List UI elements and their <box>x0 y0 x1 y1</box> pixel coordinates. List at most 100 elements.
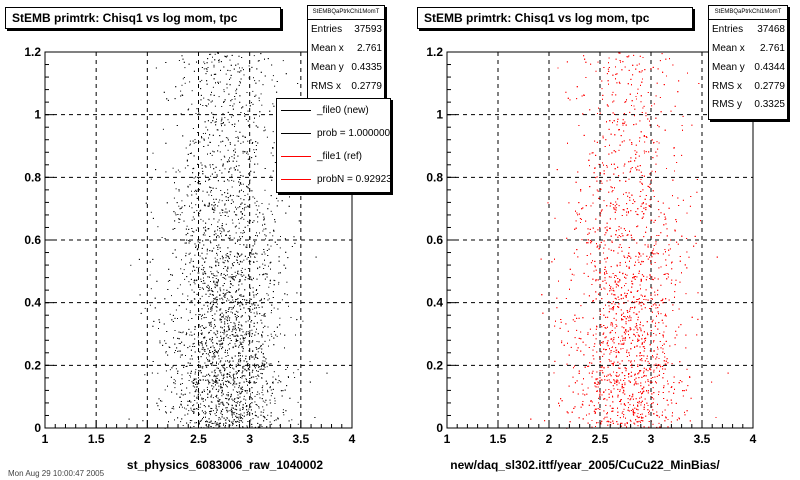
scatter-point <box>181 418 183 420</box>
scatter-point <box>207 286 208 288</box>
scatter-point <box>229 237 231 239</box>
scatter-point <box>233 376 234 378</box>
scatter-point <box>179 396 181 398</box>
scatter-point <box>261 392 263 393</box>
scatter-point <box>254 152 255 153</box>
scatter-point <box>190 376 191 378</box>
scatter-point <box>238 352 240 353</box>
scatter-point <box>260 368 262 370</box>
scatter-point <box>237 340 239 341</box>
scatter-point <box>189 375 191 376</box>
scatter-point <box>221 316 223 318</box>
scatter-point <box>211 339 213 341</box>
scatter-point <box>167 289 169 290</box>
scatter-point <box>263 216 265 218</box>
scatter-point <box>262 343 264 345</box>
scatter-point <box>222 332 224 333</box>
scatter-point <box>211 195 213 196</box>
scatter-point <box>240 232 242 234</box>
scatter-point <box>199 210 201 212</box>
scatter-point <box>216 378 218 379</box>
scatter-point <box>246 405 248 407</box>
scatter-point <box>226 269 228 271</box>
scatter-point <box>182 331 184 333</box>
scatter-point <box>243 209 245 211</box>
scatter-point <box>231 54 233 56</box>
scatter-point <box>241 303 243 305</box>
scatter-point <box>270 245 272 247</box>
scatter-point <box>231 274 233 275</box>
scatter-point <box>293 372 295 374</box>
scatter-point <box>247 220 249 222</box>
scatter-point <box>242 152 244 154</box>
scatter-point <box>266 136 268 138</box>
scatter-point <box>202 200 203 202</box>
scatter-point <box>272 75 274 77</box>
scatter-point <box>237 301 239 303</box>
scatter-point <box>246 334 247 336</box>
scatter-point <box>208 373 210 375</box>
scatter-point <box>203 138 205 140</box>
scatter-point <box>212 113 214 115</box>
scatter-point <box>202 314 203 316</box>
scatter-point <box>254 256 255 258</box>
scatter-point <box>224 260 226 262</box>
scatter-point <box>221 380 223 381</box>
scatter-point <box>213 332 215 334</box>
scatter-point <box>216 129 218 131</box>
scatter-point <box>189 140 191 142</box>
scatter-point <box>196 249 198 251</box>
scatter-point <box>246 361 248 363</box>
scatter-point <box>236 315 238 317</box>
scatter-point <box>207 67 209 68</box>
scatter-point <box>253 253 255 255</box>
scatter-point <box>210 53 212 55</box>
scatter-point <box>213 64 215 66</box>
scatter-point <box>232 400 234 402</box>
scatter-point <box>191 318 193 319</box>
scatter-point <box>251 320 253 321</box>
scatter-point <box>229 342 231 344</box>
scatter-point <box>229 365 230 367</box>
scatter-point <box>233 157 235 159</box>
scatter-point <box>208 179 210 181</box>
scatter-point <box>203 347 205 349</box>
scatter-point <box>196 386 198 388</box>
scatter-point <box>229 338 231 339</box>
scatter-point <box>260 424 262 426</box>
scatter-point <box>218 59 220 61</box>
scatter-point <box>274 219 276 221</box>
scatter-point <box>223 376 225 378</box>
scatter-point <box>230 277 232 279</box>
scatter-point <box>158 319 160 321</box>
scatter-point <box>201 257 203 259</box>
scatter-point <box>220 290 222 292</box>
scatter-point <box>239 305 241 307</box>
scatter-point <box>256 278 258 280</box>
scatter-point <box>203 337 205 339</box>
scatter-point <box>177 287 179 289</box>
scatter-point <box>258 406 260 408</box>
scatter-point <box>223 229 225 231</box>
scatter-point <box>237 63 239 65</box>
scatter-point <box>250 252 252 254</box>
scatter-point <box>221 225 223 227</box>
scatter-point <box>192 346 194 347</box>
scatter-point <box>241 391 243 393</box>
scatter-point <box>192 216 194 218</box>
scatter-point <box>231 179 233 181</box>
scatter-point <box>231 412 233 414</box>
scatter-point <box>281 395 283 397</box>
scatter-point <box>213 205 215 207</box>
scatter-point <box>237 362 239 364</box>
scatter-point <box>226 87 228 89</box>
scatter-point <box>193 395 195 397</box>
scatter-point <box>244 115 246 117</box>
scatter-point <box>264 366 266 368</box>
scatter-point <box>195 369 197 371</box>
scatter-point <box>247 421 249 422</box>
scatter-point <box>219 399 221 401</box>
scatter-point <box>296 319 298 321</box>
scatter-point <box>216 261 218 263</box>
scatter-point <box>255 205 257 207</box>
